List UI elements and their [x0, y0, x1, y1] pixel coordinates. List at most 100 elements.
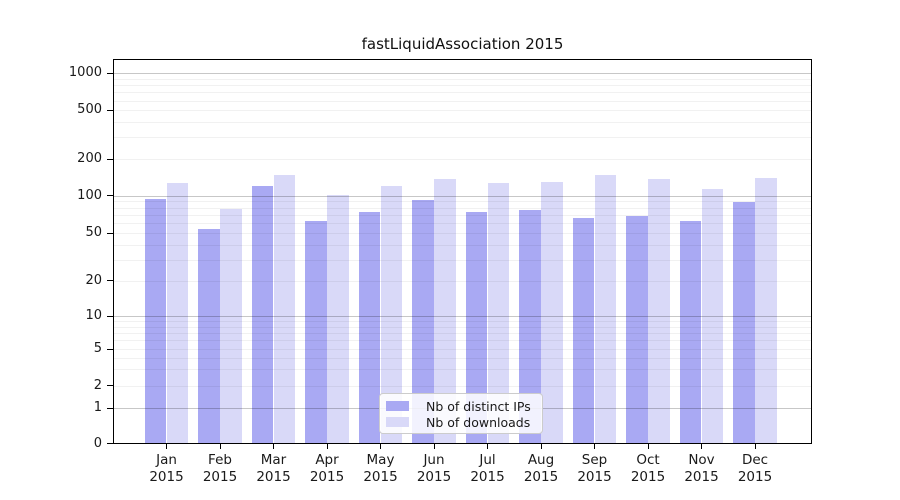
x-tick-label-line: 2015 [363, 469, 398, 485]
gridline-minor [114, 122, 811, 124]
x-tick-label: Jun 2015 [402, 452, 466, 486]
x-tick-label-line: 2015 [256, 469, 291, 485]
gridline-minor [114, 333, 811, 335]
y-tick [107, 158, 113, 160]
x-tick [594, 444, 595, 449]
x-tick [540, 444, 542, 449]
gridline-minor [114, 280, 811, 282]
bar-downloads-jan [166, 183, 189, 444]
x-tick-label-line: Jun [423, 452, 445, 468]
bar-distinct-ips-may [358, 211, 381, 444]
legend-row-downloads: Nb of downloads [386, 414, 535, 430]
gridline-minor [114, 100, 811, 102]
gridline-minor [114, 159, 811, 160]
legend-swatch-downloads-icon [386, 417, 409, 427]
gridline-minor [114, 321, 811, 323]
gridline-minor [114, 207, 811, 209]
x-tick-label-line: 2015 [523, 469, 559, 485]
y-tick [107, 195, 113, 197]
bar-distinct-ips-jan [144, 199, 167, 444]
y-tick-label: 50 [85, 225, 102, 240]
x-tick-label-line: Dec [741, 452, 769, 468]
y-tick-label: 1 [93, 400, 102, 416]
x-tick [701, 444, 702, 449]
gridline-minor [114, 340, 811, 342]
x-tick-label: Apr 2015 [295, 452, 359, 486]
x-tick [487, 444, 488, 449]
bar-downloads-oct [648, 179, 670, 444]
gridline-minor [114, 201, 811, 203]
bar-distinct-ips-jul [465, 211, 488, 444]
plot-area [113, 59, 812, 444]
y-tick [107, 385, 113, 387]
bar-distinct-ips-dec [733, 201, 755, 444]
gridline-minor [114, 223, 811, 225]
x-tick-label-line: 2015 [577, 469, 612, 485]
x-tick-label-line: 2015 [470, 469, 505, 485]
x-tick [754, 444, 756, 449]
x-tick-label-line: Oct [636, 452, 660, 468]
y-tick-label: 2 [93, 377, 102, 393]
x-tick-label: Jan 2015 [135, 452, 199, 486]
x-tick-label-line: May [366, 452, 395, 468]
gridline-minor [114, 137, 811, 139]
x-tick-label: Oct 2015 [616, 452, 680, 486]
x-tick-label: Dec 2015 [723, 452, 787, 486]
x-tick-label-line: Jul [479, 452, 496, 468]
legend-swatch-distinct-ips-icon [386, 401, 409, 411]
x-tick [433, 444, 435, 449]
x-tick-label-line: Feb [208, 452, 232, 468]
gridline-minor [114, 92, 811, 94]
x-tick-label: Mar 2015 [242, 452, 306, 486]
bar-downloads-jun [434, 178, 456, 444]
bar-downloads-jul [487, 183, 510, 444]
gridline-minor [114, 259, 811, 261]
y-tick [107, 280, 113, 282]
gridline-minor [114, 349, 811, 350]
gridline-major [114, 73, 811, 74]
gridline-minor [114, 326, 811, 328]
gridline-minor [114, 357, 811, 359]
bar-distinct-ips-aug [519, 209, 541, 444]
legend-label-distinct-ips: Nb of distinct IPs [426, 398, 531, 414]
y-tick [107, 72, 113, 74]
bar-distinct-ips-nov [679, 221, 702, 444]
y-tick-label: 0 [93, 435, 102, 451]
y-tick-label: 10 [85, 308, 102, 324]
x-tick-label-line: 2015 [416, 469, 452, 485]
x-tick [647, 444, 649, 449]
bar-distinct-ips-apr [305, 221, 327, 444]
bar-distinct-ips-mar [251, 186, 274, 444]
y-tick-label: 5 [93, 341, 102, 356]
chart-title: fastLiquidAssociation 2015 [361, 35, 564, 53]
bar-downloads-dec [755, 177, 777, 444]
y-tick [107, 109, 113, 111]
x-tick-label-line: Apr [315, 452, 339, 468]
bar-downloads-sep [594, 174, 617, 444]
x-tick [219, 444, 221, 449]
bar-downloads-nov [701, 189, 724, 444]
x-tick-label: Sep 2015 [563, 452, 627, 486]
gridline-major [114, 195, 811, 197]
y-tick [107, 443, 113, 444]
bar-downloads-aug [541, 181, 563, 444]
x-tick-label-line: 2015 [684, 469, 719, 485]
x-tick-label: May 2015 [349, 452, 413, 486]
x-tick-label-line: Nov [688, 452, 715, 468]
bar-downloads-apr [327, 194, 349, 444]
gridline-minor [114, 110, 811, 112]
y-tick-label: 20 [85, 272, 102, 288]
y-tick-label: 500 [77, 102, 102, 118]
x-tick-label: Aug 2015 [509, 452, 573, 486]
x-tick-label-line: Mar [260, 452, 287, 468]
x-tick-label: Nov 2015 [670, 452, 734, 486]
y-tick [107, 315, 113, 317]
x-tick [273, 444, 274, 449]
legend-row-distinct-ips: Nb of distinct IPs [386, 398, 535, 414]
y-tick-label: 1000 [68, 65, 102, 80]
bar-downloads-mar [273, 175, 296, 444]
y-tick-label: 200 [77, 151, 102, 166]
legend-label-downloads: Nb of downloads [426, 414, 531, 430]
y-tick-label: 100 [77, 187, 102, 203]
x-tick [166, 444, 167, 449]
